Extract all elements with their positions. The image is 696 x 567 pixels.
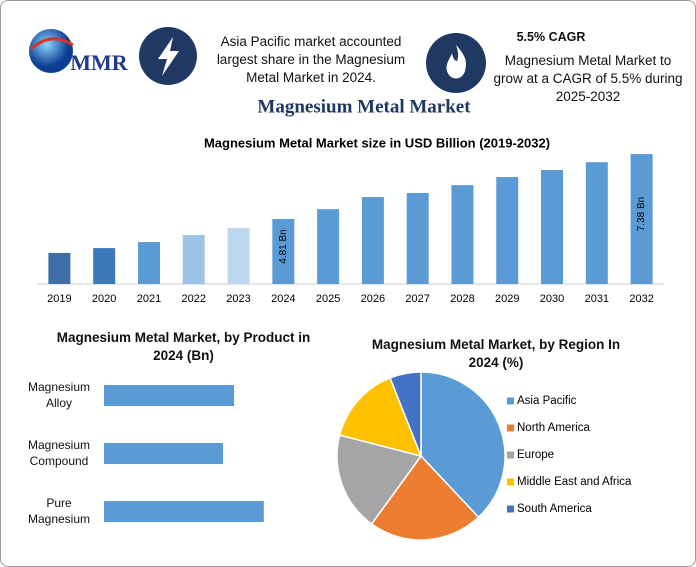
legend-swatch [507,451,514,459]
bar [48,252,71,284]
bar [272,219,295,284]
chart-title: Magnesium Metal Market size in USD Billi… [204,135,550,150]
value-label: 7.38 Bn [636,197,647,231]
pie-slice [370,454,480,541]
x-tick-label: 2032 [629,293,653,305]
bar [227,228,250,284]
bar [496,177,519,284]
x-tick-label: 2022 [182,293,206,305]
legend-label: Middle East and Africa [517,476,632,488]
x-tick-label: 2023 [226,293,250,305]
legend-swatch [507,505,514,513]
bar [541,169,564,284]
cagr-text: Magnesium Metal Market to grow at a CAGR… [493,53,683,104]
legend-label: North America [517,422,590,434]
chart-title: Magnesium Metal Market, by Region In 202… [371,337,621,370]
bar [93,248,116,284]
legend-swatch [507,424,514,432]
bar [451,185,474,284]
x-tick-label: 2029 [495,293,519,305]
pie-slice [420,371,506,519]
x-tick-label: 2030 [540,293,564,305]
legend-label: Asia Pacific [517,395,577,407]
bar [104,385,235,406]
logo-globe [29,29,73,73]
pie-slice [338,376,423,458]
y-tick-label: Magnesium Compound [27,438,91,468]
legend-label: Europe [517,449,554,461]
x-tick-label: 2021 [137,293,161,305]
bar [182,234,205,284]
x-tick-label: 2024 [271,293,295,305]
logo-swoosh [29,37,74,51]
chart-title: Magnesium Metal Market, by Product in 20… [56,330,311,363]
y-tick-label: Magnesium Alloy [27,380,91,410]
lightning-icon [158,37,179,76]
legend-swatch [507,478,514,486]
x-tick-label: 2025 [316,293,340,305]
pie-slice [389,371,422,457]
pie-slice [336,434,423,526]
x-tick-label: 2026 [361,293,385,305]
bar [137,242,160,284]
x-tick-label: 2020 [92,293,116,305]
bar [361,197,384,284]
x-tick-label: 2031 [585,293,609,305]
bar [317,209,340,284]
legend-label: South America [517,503,592,515]
logo-text: MMR [70,50,129,75]
flame-icon [446,45,467,79]
bar [104,443,223,464]
bar [104,501,264,522]
y-tick-label: Pure Magnesium [27,496,91,526]
main-title: Magnesium Metal Market [257,96,471,117]
cagr-title: 5.5% CAGR [516,30,586,44]
x-tick-label: 2028 [450,293,474,305]
x-tick-label: 2027 [405,293,429,305]
value-label: 4.81 Bn [278,229,289,263]
x-tick-label: 2019 [47,293,71,305]
note-text: Asia Pacific market accounted largest sh… [216,34,406,85]
bar [585,162,608,284]
bar [406,192,429,284]
bar [630,154,653,284]
legend-swatch [507,397,514,405]
